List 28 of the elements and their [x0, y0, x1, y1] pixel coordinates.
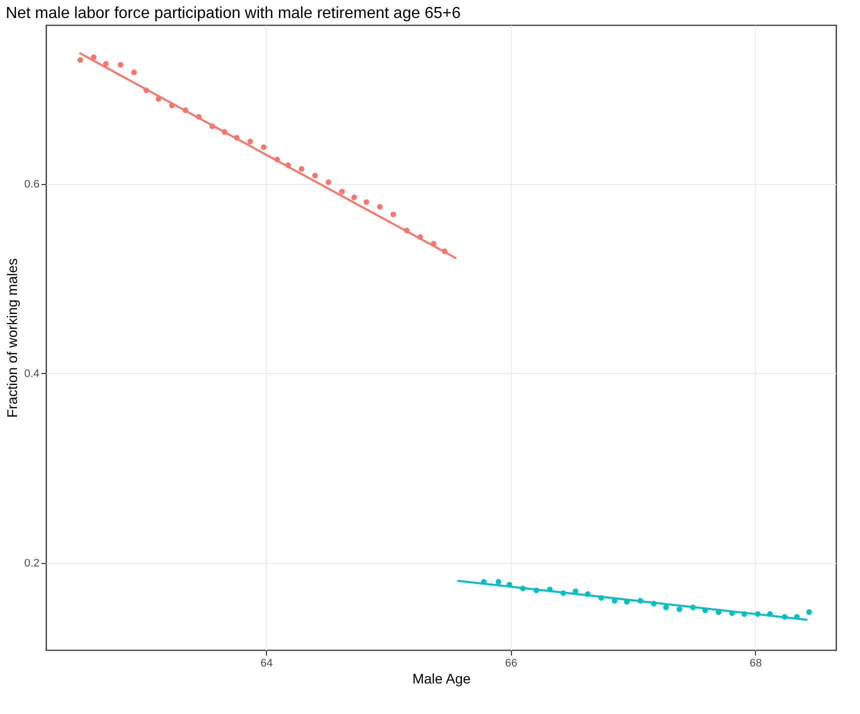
point [77, 57, 84, 63]
point [364, 199, 370, 205]
point [118, 62, 124, 68]
chart-title: Net male labor force participation with male retirement age 65+6 [6, 5, 461, 22]
point [351, 194, 357, 200]
point [339, 188, 345, 194]
point [260, 144, 267, 150]
point [326, 179, 332, 186]
x-tick-label: 68 [750, 658, 762, 670]
point [247, 138, 254, 144]
point [103, 61, 109, 67]
y-tick-label: 0.2 [24, 557, 40, 570]
point [676, 606, 682, 612]
point [131, 70, 137, 76]
x-tick-label: 66 [505, 658, 518, 670]
x-tick-label: 64 [260, 658, 273, 670]
y-tick-label: 0.6 [24, 178, 40, 191]
point [390, 212, 396, 218]
y-tick-label: 0.4 [24, 368, 40, 380]
point [806, 609, 812, 615]
point [377, 204, 383, 210]
point [312, 172, 318, 178]
y-axis-title: Fraction of working males [4, 258, 20, 418]
point [90, 54, 97, 60]
point [663, 604, 669, 610]
point [496, 578, 502, 585]
x-axis-title: Male Age [412, 670, 471, 686]
point [298, 166, 304, 172]
